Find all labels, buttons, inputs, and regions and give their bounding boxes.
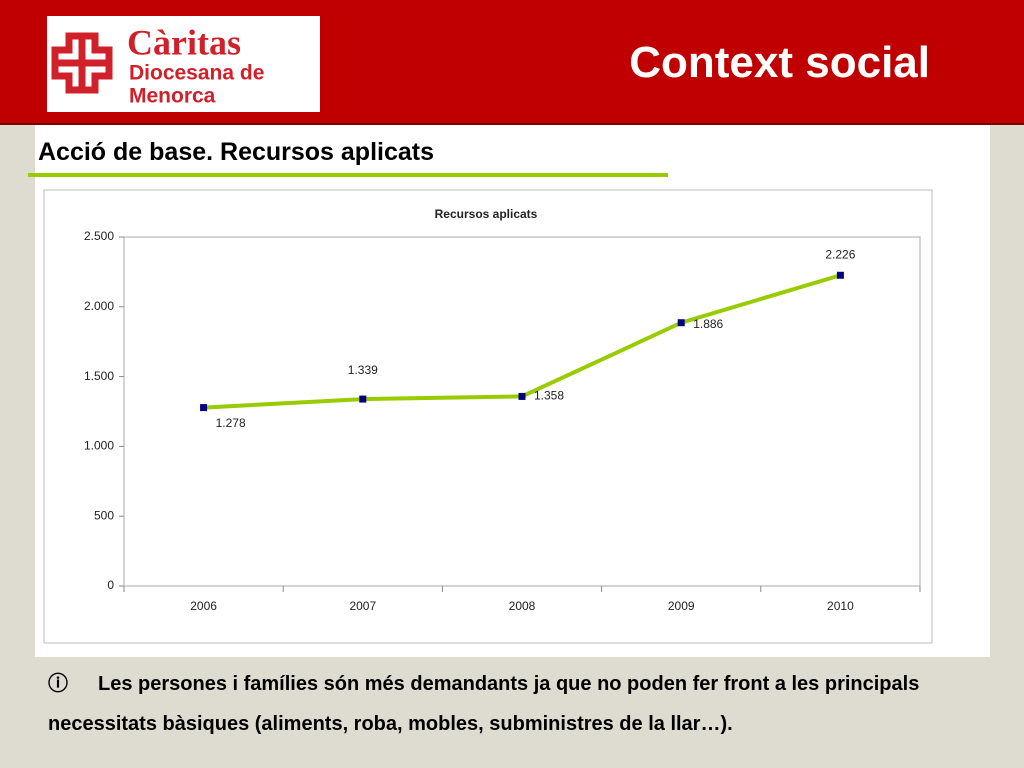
note-bullet: ⓘ bbox=[48, 673, 68, 695]
marker bbox=[677, 319, 685, 327]
marker bbox=[200, 404, 208, 412]
y-tick-label: 0 bbox=[107, 578, 114, 592]
marker bbox=[518, 392, 526, 400]
data-label: 1.358 bbox=[534, 389, 564, 403]
note: ⓘ Les persones i famílies són més demanda… bbox=[48, 664, 988, 744]
chart: Recursos aplicats 0 500 1.000 1.500 2.000 2.5… bbox=[43, 189, 933, 644]
chart-frame bbox=[43, 189, 933, 644]
marker bbox=[359, 395, 367, 403]
logo-name: Càritas bbox=[127, 22, 241, 62]
marker bbox=[836, 271, 844, 279]
data-label: 1.278 bbox=[216, 416, 246, 430]
y-tick-label: 2.500 bbox=[84, 229, 114, 243]
data-label: 2.226 bbox=[825, 247, 855, 261]
x-tick-label: 2007 bbox=[349, 599, 376, 613]
slide-title: Context social bbox=[629, 38, 930, 87]
y-tick-label: 1.500 bbox=[84, 369, 114, 383]
subtitle: Acció de base. Recursos aplicats bbox=[38, 138, 435, 166]
y-tick-label: 500 bbox=[94, 508, 114, 522]
x-tick-label: 2009 bbox=[668, 599, 695, 613]
underline bbox=[28, 173, 668, 177]
data-label: 1.886 bbox=[693, 317, 723, 331]
logo-graphic: Càritas Diocesana de Menorca bbox=[51, 22, 264, 108]
x-tick-label: 2010 bbox=[827, 599, 854, 613]
logo-line: Diocesana de bbox=[129, 62, 264, 85]
data-label: 1.339 bbox=[348, 363, 378, 377]
chart-title: Recursos aplicats bbox=[435, 207, 538, 221]
logo: Càritas Diocesana de Menorca bbox=[47, 16, 320, 112]
plot-frame bbox=[123, 236, 921, 587]
x-tick-label: 2006 bbox=[190, 599, 217, 613]
note-text: Les persones i famílies són més demandan… bbox=[48, 673, 920, 735]
y-tick-label: 1.000 bbox=[84, 439, 114, 453]
y-tick-label: 2.000 bbox=[84, 299, 114, 313]
logo-cross bbox=[51, 32, 113, 94]
x-tick-label: 2008 bbox=[509, 599, 536, 613]
logo-line: Menorca bbox=[129, 85, 216, 108]
